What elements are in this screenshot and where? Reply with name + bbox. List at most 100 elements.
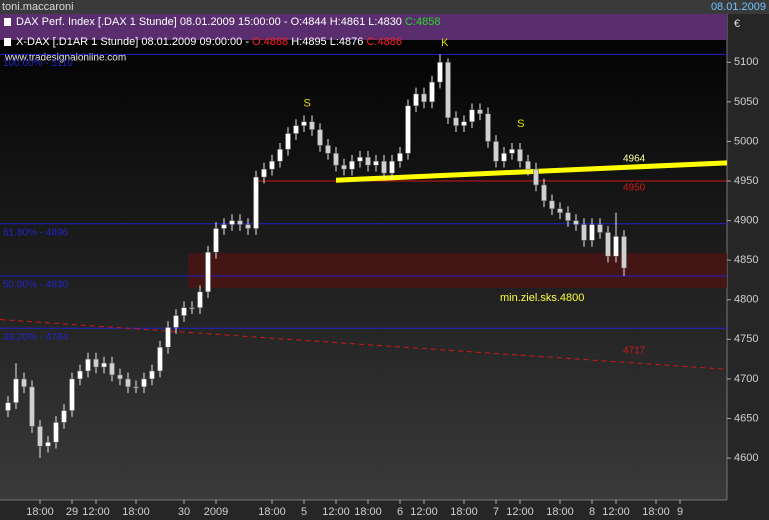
candle-body xyxy=(309,121,315,130)
y-tick-label: 4600 xyxy=(734,452,758,464)
candle-body xyxy=(213,228,219,253)
candle-body xyxy=(429,81,435,103)
x-tick-label: 12:00 xyxy=(506,506,534,518)
candle-body xyxy=(437,62,443,83)
zone-label: min.ziel.sks.4800 xyxy=(500,292,584,304)
candle-body xyxy=(5,402,11,411)
x-tick-label: 12:00 xyxy=(410,506,438,518)
candle-body xyxy=(533,168,539,186)
candle-body xyxy=(397,153,403,162)
candle-body xyxy=(165,327,171,348)
legend-name: DAX Perf. Index [.DAX 1 Stunde] 08.01.20… xyxy=(16,16,288,28)
level-label: 38.20% - 4764 xyxy=(3,332,68,343)
window-date: 08.01.2009 xyxy=(711,1,766,13)
candle-body xyxy=(341,164,347,170)
x-tick-label: 5 xyxy=(301,506,307,518)
candle-body xyxy=(125,378,131,388)
legend-name: X-DAX [.D1AR 1 Stunde] 08.01.2009 09:00:… xyxy=(16,36,249,48)
candle-body xyxy=(109,362,115,376)
candle-body xyxy=(61,410,67,423)
x-tick-label: 7 xyxy=(493,506,499,518)
candle-body xyxy=(453,117,459,126)
legend-icon xyxy=(4,18,11,26)
candle-body xyxy=(157,346,163,372)
x-tick-label: 2009 xyxy=(204,506,228,518)
candle-body xyxy=(597,224,603,233)
candle-body xyxy=(421,93,427,103)
plot-area xyxy=(0,53,727,459)
candle-body xyxy=(357,157,363,162)
x-tick-label: 12:00 xyxy=(602,506,630,518)
candle-body xyxy=(293,125,299,134)
candle-body xyxy=(525,160,531,170)
candle-body xyxy=(149,370,155,380)
pattern-label: S xyxy=(517,118,524,130)
pattern-label: S xyxy=(304,97,311,109)
x-tick-label: 18:00 xyxy=(354,506,382,518)
candle-body xyxy=(405,105,411,154)
legend-low: L:4830 xyxy=(368,16,402,28)
trendline-label: 4717 xyxy=(623,345,646,356)
legend-open: O:4888 xyxy=(252,36,288,48)
legend-close: C:4858 xyxy=(405,16,440,28)
candle-body xyxy=(69,378,75,411)
candle-body xyxy=(261,168,267,178)
legend-icon xyxy=(4,38,11,46)
candle-body xyxy=(413,93,419,107)
candle-body xyxy=(509,149,515,154)
candle-body xyxy=(53,422,59,443)
candle-body xyxy=(117,374,123,380)
x-tick-label: 8 xyxy=(589,506,595,518)
y-tick-label: 4750 xyxy=(734,333,758,345)
x-tick-label: 12:00 xyxy=(82,506,110,518)
y-tick-label: 4650 xyxy=(734,412,758,424)
candle-body xyxy=(469,109,475,122)
x-tick-label: 12:00 xyxy=(322,506,350,518)
candle-body xyxy=(277,149,283,162)
x-tick-label: 30 xyxy=(178,506,190,518)
candle-body xyxy=(501,153,507,162)
candle-body xyxy=(253,176,259,229)
candle-body xyxy=(485,113,491,142)
candle-body xyxy=(621,236,627,269)
legend-open: O:4844 xyxy=(291,16,327,28)
legend-high: H:4895 xyxy=(291,36,326,48)
trendline-label: 4964 xyxy=(623,153,646,164)
x-tick-label: 18:00 xyxy=(450,506,478,518)
currency-label: € xyxy=(734,18,740,30)
y-tick-label: 5000 xyxy=(734,135,758,147)
candle-body xyxy=(325,145,331,154)
candle-body xyxy=(589,224,595,241)
x-tick-label: 9 xyxy=(677,506,683,518)
candle-body xyxy=(373,160,379,166)
candle-body xyxy=(389,160,395,174)
candle-body xyxy=(445,62,451,118)
candle-body xyxy=(517,149,523,162)
candle-body xyxy=(573,220,579,225)
candle-body xyxy=(133,386,139,389)
y-tick-label: 4700 xyxy=(734,373,758,385)
y-tick-label: 4800 xyxy=(734,294,758,306)
legend-entry: X-DAX [.D1AR 1 Stunde] 08.01.2009 09:00:… xyxy=(16,36,402,48)
candle-body xyxy=(333,153,339,166)
candle-body xyxy=(237,220,243,225)
candle-body xyxy=(557,208,563,213)
candle-body xyxy=(77,370,83,380)
title-bar xyxy=(0,0,769,14)
legend-close: C:4886 xyxy=(366,36,401,48)
x-axis-panel xyxy=(0,500,727,520)
level-label: 100.00% - 5110 xyxy=(3,58,73,69)
candle-body xyxy=(189,307,195,309)
x-tick-label: 29 xyxy=(66,506,78,518)
candle-body xyxy=(229,220,235,225)
legend-high: H:4861 xyxy=(330,16,365,28)
legend-band xyxy=(0,14,727,40)
candle-body xyxy=(173,315,179,328)
y-tick-label: 4850 xyxy=(734,254,758,266)
watermark: www.tradesignalonline.com xyxy=(4,53,126,64)
support-label: 4950 xyxy=(623,183,646,194)
candle-body xyxy=(285,133,291,150)
x-tick-label: 18:00 xyxy=(258,506,286,518)
